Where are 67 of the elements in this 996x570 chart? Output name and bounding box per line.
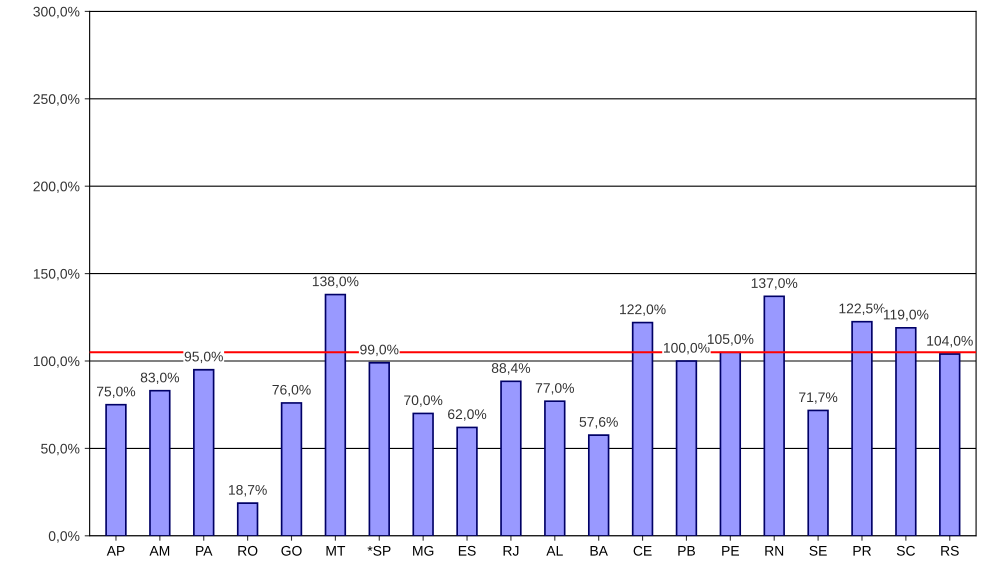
bar — [280, 402, 302, 536]
y-tick-label: 250,0% — [34, 94, 80, 106]
data-label: 122,0% — [620, 304, 666, 316]
data-label: 137,0% — [752, 278, 798, 290]
data-label: 138,0% — [312, 276, 358, 288]
bar — [895, 326, 917, 536]
x-tick-label: RJ — [504, 546, 518, 556]
data-label: 119,0% — [884, 310, 928, 322]
x-tick-label: RO — [238, 546, 258, 556]
bar — [807, 410, 829, 536]
x-tick-label: RS — [941, 546, 959, 556]
x-tick-label: PB — [678, 546, 695, 556]
x-tick-label: SC — [896, 546, 915, 556]
bar — [193, 368, 214, 536]
x-tick-label: AP — [106, 546, 124, 556]
bar — [764, 295, 785, 536]
y-tick-label: 0,0% — [48, 531, 80, 543]
y-tick-label: 200,0% — [34, 182, 80, 194]
data-label: 70,0% — [404, 395, 442, 407]
data-label: 104,0% — [927, 336, 973, 348]
bar — [632, 322, 654, 536]
x-tick-label: BA — [590, 546, 608, 556]
bar — [105, 404, 127, 536]
x-tick-label: SE — [809, 546, 827, 556]
data-label: 99,0% — [360, 344, 398, 356]
bar — [676, 360, 698, 536]
y-tick-label: 100,0% — [34, 356, 80, 368]
y-tick-label: 300,0% — [33, 6, 80, 18]
x-tick-label: MT — [326, 546, 346, 556]
bar — [324, 294, 346, 536]
bar — [236, 502, 258, 536]
data-label: 75,0% — [96, 386, 136, 398]
x-tick-label: GO — [281, 546, 302, 556]
bar — [544, 400, 566, 536]
x-tick-label: MG — [413, 546, 434, 556]
data-label: 105,0% — [708, 334, 754, 346]
bar — [588, 434, 610, 536]
data-label: 95,0% — [184, 352, 223, 364]
x-tick-label: AM — [149, 546, 170, 556]
x-tick-label: PE — [722, 546, 739, 556]
x-tick-label: RN — [765, 546, 784, 556]
data-label: 62,0% — [448, 409, 486, 421]
data-label: 88,4% — [492, 363, 530, 375]
y-tick-label: 50,0% — [41, 444, 80, 456]
x-tick-label: PA — [196, 546, 212, 556]
bar — [720, 351, 742, 536]
x-tick-label: AL — [546, 546, 563, 556]
bar — [500, 380, 522, 536]
data-label: 71,7% — [799, 392, 838, 404]
x-tick-label: ES — [458, 546, 476, 556]
data-label: 76,0% — [272, 384, 311, 396]
x-tick-label: PR — [853, 546, 871, 556]
data-label: 100,0% — [664, 342, 710, 354]
data-label: 18,7% — [228, 484, 267, 496]
bar — [412, 412, 434, 536]
data-label: 57,6% — [580, 416, 618, 428]
bar — [149, 390, 171, 536]
y-tick-label: 150,0% — [34, 268, 80, 280]
data-label: 83,0% — [140, 372, 180, 384]
data-label: 77,0% — [536, 383, 574, 395]
x-tick-label: *SP — [368, 546, 390, 556]
bar — [851, 320, 873, 536]
bar — [939, 353, 960, 536]
bar — [456, 426, 478, 536]
x-tick-label: CE — [634, 546, 652, 556]
bar — [368, 362, 390, 536]
data-label: 122,5% — [839, 304, 886, 316]
